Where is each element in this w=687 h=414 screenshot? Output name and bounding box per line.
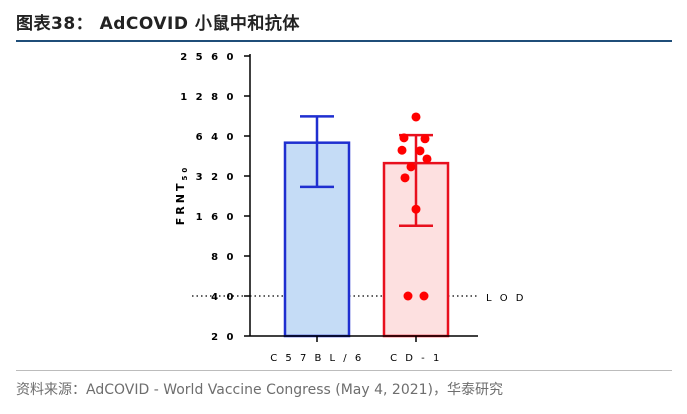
- y-axis-title-subscript: 50: [181, 165, 189, 181]
- y-tick-label: 8 0: [211, 252, 236, 263]
- y-tick-label: 3 2 0: [196, 172, 236, 183]
- data-point: [420, 292, 429, 301]
- data-point: [401, 173, 410, 182]
- y-tick-label: 6 4 0: [196, 132, 236, 143]
- source-note: 资料来源：AdCOVID - World Vaccine Congress (M…: [16, 379, 503, 399]
- y-tick-label: 2 5 6 0: [180, 52, 236, 63]
- y-tick-label: 1 6 0: [196, 212, 236, 223]
- category-labels: C 5 7 B L / 6 C D - 1: [270, 353, 442, 364]
- footer-divider: [16, 370, 672, 371]
- data-point: [421, 134, 430, 143]
- lod-label: L O D: [486, 293, 526, 304]
- x-tick-label: C D - 1: [390, 353, 442, 364]
- bars: [250, 116, 478, 342]
- y-axis: 2 0 4 0 8 0 1 6 0 3 2 0 6 4 0 1 2 8 0 2 5 6 0 L …: [180, 52, 526, 343]
- data-point: [416, 146, 425, 155]
- y-tick-label: 4 0: [211, 292, 236, 303]
- data-point: [404, 292, 413, 301]
- data-point: [412, 205, 421, 214]
- data-point: [400, 133, 409, 142]
- bar-chart: 2 0 4 0 8 0 1 6 0 3 2 0 6 4 0 1 2 8 0 2 5 6 0 L …: [0, 0, 687, 370]
- data-point: [412, 112, 421, 121]
- y-axis-title-main: FRNT: [174, 181, 187, 226]
- data-point: [398, 146, 407, 155]
- data-point: [407, 162, 416, 171]
- y-tick-label: 1 2 8 0: [180, 92, 236, 103]
- y-axis-title: FRNT50: [174, 165, 189, 225]
- data-point: [423, 154, 432, 163]
- x-tick-label: C 5 7 B L / 6: [270, 353, 363, 364]
- y-tick-label: 2 0: [211, 332, 236, 343]
